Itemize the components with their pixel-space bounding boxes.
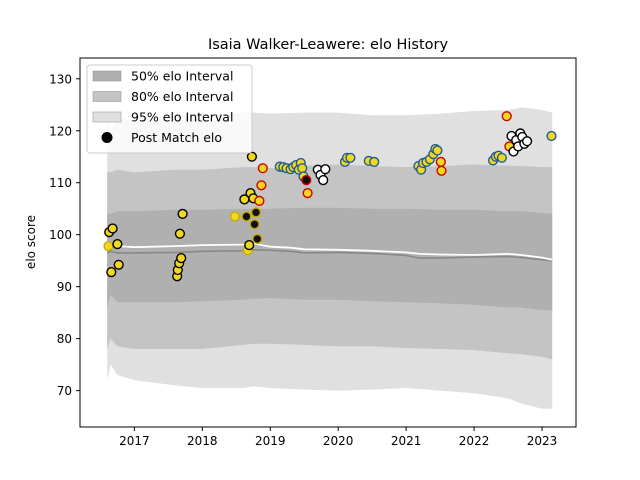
legend-label: 95% elo Interval — [131, 110, 233, 125]
post-match-elo-point — [546, 130, 557, 142]
x-tick-label: 2017 — [119, 434, 150, 448]
legend: 50% elo Interval 80% elo Interval 95% elo … — [86, 64, 253, 154]
post-match-elo-point — [436, 165, 447, 176]
post-match-elo-point — [320, 164, 331, 175]
post-match-elo-point — [176, 253, 187, 264]
x-tick-label: 2022 — [459, 434, 490, 448]
interval-band-50 — [107, 207, 553, 311]
y-tick-label: 100 — [49, 228, 72, 242]
mean-elo-line — [106, 241, 553, 261]
post-match-elo-point — [244, 240, 255, 251]
x-tick-label: 2019 — [255, 434, 286, 448]
y-tick-label: 120 — [49, 124, 72, 138]
plot-area — [103, 107, 557, 409]
post-match-elo-point — [107, 223, 118, 234]
post-match-elo-point — [103, 241, 114, 252]
post-match-elo-point — [521, 136, 533, 147]
post-match-elo-point — [106, 267, 117, 278]
axes: 2017 2018 2019 2020 2021 2022 2023 70 80 90 100 110… — [49, 57, 577, 448]
post-match-elo-point — [254, 195, 265, 207]
plot-frame — [79, 57, 577, 428]
legend-label: 50% elo Interval — [131, 69, 233, 84]
post-match-elo-point — [112, 239, 123, 250]
post-match-elo-point — [318, 175, 329, 186]
legend-swatch — [92, 91, 122, 102]
post-match-elo-point — [302, 188, 313, 199]
x-tick-label: 2020 — [323, 434, 354, 448]
post-match-elo-point — [241, 211, 252, 222]
y-tick-label: 80 — [57, 332, 72, 346]
post-match-elo-point — [246, 151, 258, 162]
x-tick-label: 2023 — [527, 434, 558, 448]
median-elo-line — [106, 248, 553, 262]
legend-swatch — [92, 70, 122, 82]
post-match-elo-point — [177, 208, 188, 220]
post-match-elo-point — [432, 145, 443, 156]
post-match-elo-point — [301, 175, 312, 186]
legend-marker — [101, 132, 113, 143]
chart-title: Isaia Walker-Leawere: elo History — [208, 37, 449, 53]
x-tick-label: 2021 — [391, 434, 422, 448]
post-match-elo-point — [369, 156, 380, 168]
post-match-elo-point — [297, 163, 308, 174]
y-tick-label: 110 — [49, 176, 72, 190]
y-axis-label: elo score — [24, 215, 38, 269]
y-tick-label: 130 — [49, 72, 72, 86]
post-match-elo-point — [435, 156, 446, 168]
post-match-elo-point — [174, 228, 186, 239]
legend-box — [86, 64, 253, 154]
post-match-elo-point — [249, 219, 260, 230]
post-match-elo-point — [250, 207, 262, 218]
y-tick-label: 90 — [57, 280, 72, 294]
legend-label: 80% elo Interval — [131, 89, 233, 104]
post-match-elo-point — [229, 211, 241, 222]
y-tick-label: 70 — [57, 384, 72, 398]
post-match-elo-point — [257, 163, 268, 174]
legend-label: Post Match elo — [131, 130, 222, 145]
post-match-elo-point — [501, 111, 512, 122]
post-match-elo-point — [252, 233, 263, 245]
x-tick-label: 2018 — [187, 434, 218, 448]
legend-swatch — [92, 111, 122, 123]
post-match-elo-point — [113, 259, 124, 270]
post-match-elo-point — [256, 180, 267, 191]
post-match-elo-point — [496, 152, 508, 163]
post-match-elo-point — [345, 152, 356, 163]
